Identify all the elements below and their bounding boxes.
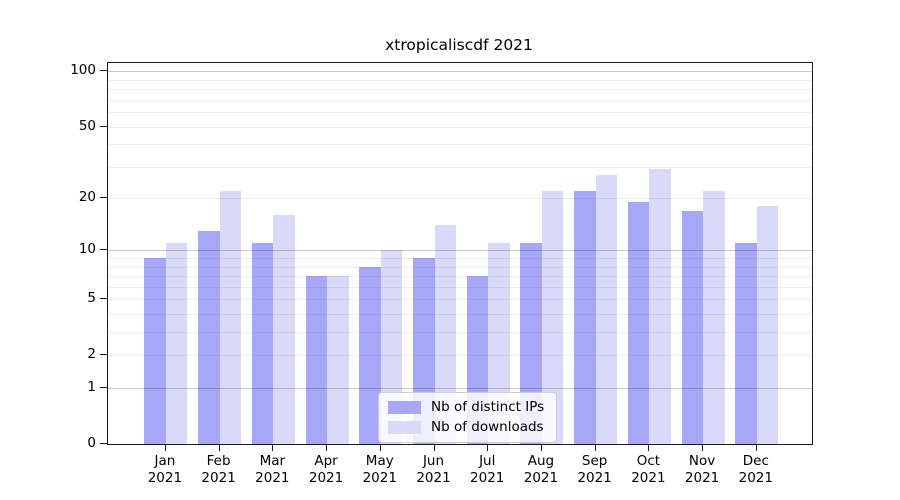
bar-downloads-aug: [541, 190, 564, 444]
x-tick-label-jul: Jul 2021: [470, 453, 505, 486]
bar-distinct-ips-may: [359, 266, 381, 444]
bar-downloads-apr: [327, 276, 349, 444]
x-tick-label-mar: Mar 2021: [255, 453, 290, 486]
y-tick-mark: [100, 70, 107, 72]
x-tick-mark: [540, 444, 542, 451]
gridline-80: [108, 89, 812, 91]
x-tick-mark: [594, 444, 596, 451]
legend-item: Nb of distinct IPs: [388, 400, 544, 415]
legend-label: Nb of downloads: [431, 419, 544, 435]
y-tick-mark: [100, 249, 107, 251]
y-tick-mark: [100, 387, 107, 389]
x-tick-label-oct: Oct 2021: [631, 453, 666, 486]
bar-distinct-ips-apr: [305, 276, 328, 444]
gridline-70: [108, 99, 812, 101]
bar-downloads-sep: [595, 174, 618, 444]
y-tick-label-10: 10: [78, 241, 96, 258]
x-tick-mark: [433, 444, 435, 451]
x-tick-mark: [702, 444, 704, 451]
x-tick-label-dec: Dec 2021: [738, 453, 773, 486]
chart-title: xtropicaliscdf 2021: [385, 36, 533, 54]
x-tick-label-jun: Jun 2021: [416, 453, 451, 486]
x-tick-label-aug: Aug 2021: [523, 453, 559, 486]
gridline-50: [108, 126, 812, 128]
bar-distinct-ips-sep: [574, 190, 596, 444]
y-tick-label-0: 0: [87, 435, 96, 451]
y-tick-mark: [100, 197, 107, 199]
y-tick-mark: [100, 354, 107, 356]
legend-swatch: [388, 421, 421, 434]
x-tick-mark: [487, 444, 489, 451]
bar-downloads-feb: [219, 190, 242, 444]
bar-distinct-ips-feb: [198, 230, 220, 444]
legend-label: Nb of distinct IPs: [431, 399, 545, 415]
x-tick-mark: [379, 444, 381, 451]
x-tick-label-nov: Nov 2021: [684, 453, 720, 486]
x-tick-label-feb: Feb 2021: [201, 453, 236, 486]
x-tick-label-may: May 2021: [362, 453, 397, 486]
y-tick-label-1: 1: [87, 379, 96, 396]
bar-downloads-oct: [649, 169, 671, 444]
y-tick-label-100: 100: [70, 62, 96, 79]
x-tick-mark: [755, 444, 757, 451]
plot-area: [107, 62, 813, 445]
bar-distinct-ips-dec: [735, 243, 757, 444]
x-tick-label-apr: Apr 2021: [308, 453, 344, 486]
bar-downloads-jun: [434, 225, 456, 444]
bar-distinct-ips-jan: [144, 258, 166, 444]
x-tick-mark: [326, 444, 328, 451]
x-tick-mark: [164, 444, 166, 451]
bar-distinct-ips-oct: [627, 202, 650, 444]
y-tick-mark: [100, 443, 107, 444]
y-tick-mark: [100, 298, 107, 300]
x-tick-label-sep: Sep 2021: [577, 453, 612, 486]
bar-distinct-ips-nov: [681, 210, 704, 444]
gridline-40: [108, 144, 812, 146]
gridline-90: [108, 79, 812, 81]
legend-item: Nb of downloads: [388, 420, 544, 435]
y-tick-mark: [100, 125, 107, 127]
y-tick-label-50: 50: [78, 117, 96, 134]
y-tick-label-5: 5: [87, 290, 96, 307]
x-tick-mark: [218, 444, 220, 451]
gridline-30: [108, 166, 812, 168]
bar-downloads-nov: [703, 190, 725, 444]
x-tick-mark: [272, 444, 274, 451]
bar-downloads-jan: [165, 243, 188, 444]
gridline-60: [108, 112, 812, 114]
bar-downloads-mar: [273, 215, 295, 444]
x-tick-label-jan: Jan 2021: [147, 453, 183, 486]
legend-swatch: [388, 401, 421, 414]
gridline-100: [108, 71, 812, 73]
bar-distinct-ips-mar: [251, 243, 274, 444]
x-tick-mark: [648, 444, 650, 451]
legend: Nb of distinct IPs Nb of downloads: [378, 392, 558, 443]
y-tick-label-20: 20: [78, 189, 96, 206]
bar-downloads-dec: [756, 206, 779, 444]
y-tick-label-2: 2: [87, 346, 96, 363]
